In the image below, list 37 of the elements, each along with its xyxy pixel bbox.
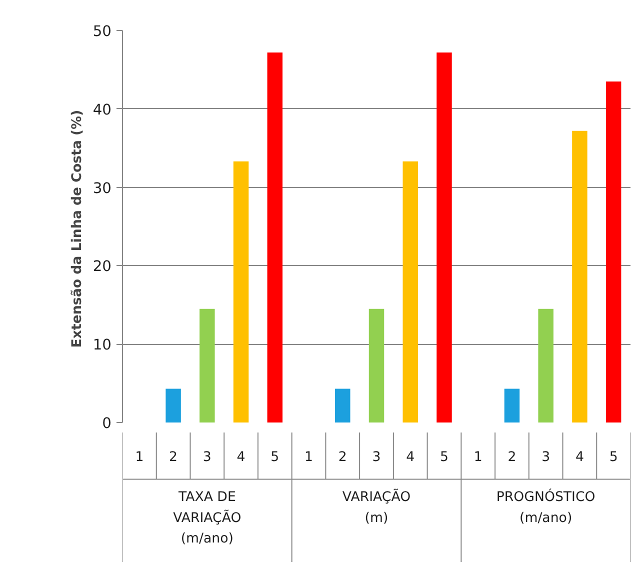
x-tick-label: 3 xyxy=(372,450,381,465)
x-tick-label: 4 xyxy=(406,450,415,465)
y-tick-label: 40 xyxy=(92,101,112,118)
x-tick-label: 1 xyxy=(304,450,314,465)
y-tick-label: 0 xyxy=(102,415,112,432)
bar xyxy=(233,161,249,422)
bar xyxy=(402,161,418,422)
x-tick-label: 2 xyxy=(508,450,516,465)
y-tick-label: 20 xyxy=(92,258,112,276)
y-tick-label: 50 xyxy=(92,23,112,40)
x-tick-label: 4 xyxy=(236,450,246,465)
bar xyxy=(166,388,181,422)
y-tick-label: 30 xyxy=(92,180,112,197)
x-tick-label: 4 xyxy=(575,450,584,465)
bar xyxy=(436,52,452,422)
bar xyxy=(335,388,350,422)
bar xyxy=(267,52,283,422)
x-tick-label: 5 xyxy=(440,450,448,465)
x-tick-label: 5 xyxy=(609,450,618,465)
bar xyxy=(606,81,622,422)
x-tick-label: 5 xyxy=(270,450,280,465)
x-tick-label: 1 xyxy=(135,450,144,465)
bar xyxy=(572,130,588,422)
y-axis-title: Extensão da Linha de Costa (%) xyxy=(70,110,85,348)
x-tick-label: 3 xyxy=(202,450,212,465)
bar xyxy=(200,308,215,422)
x-tick-label: 1 xyxy=(474,450,482,465)
bar xyxy=(504,388,520,422)
x-tick-label: 2 xyxy=(338,450,347,465)
x-tick-label: 2 xyxy=(169,450,178,465)
text: TAXA DE VARIAÇÃO (m/ano) xyxy=(173,490,242,547)
bar xyxy=(368,308,384,422)
text: VARIAÇÃO (m) xyxy=(342,488,411,526)
bar xyxy=(538,308,554,422)
y-tick-label: 10 xyxy=(92,336,112,354)
text: PROGNÓSTICO (m/ano) xyxy=(496,488,596,526)
x-tick-label: 3 xyxy=(542,450,550,465)
